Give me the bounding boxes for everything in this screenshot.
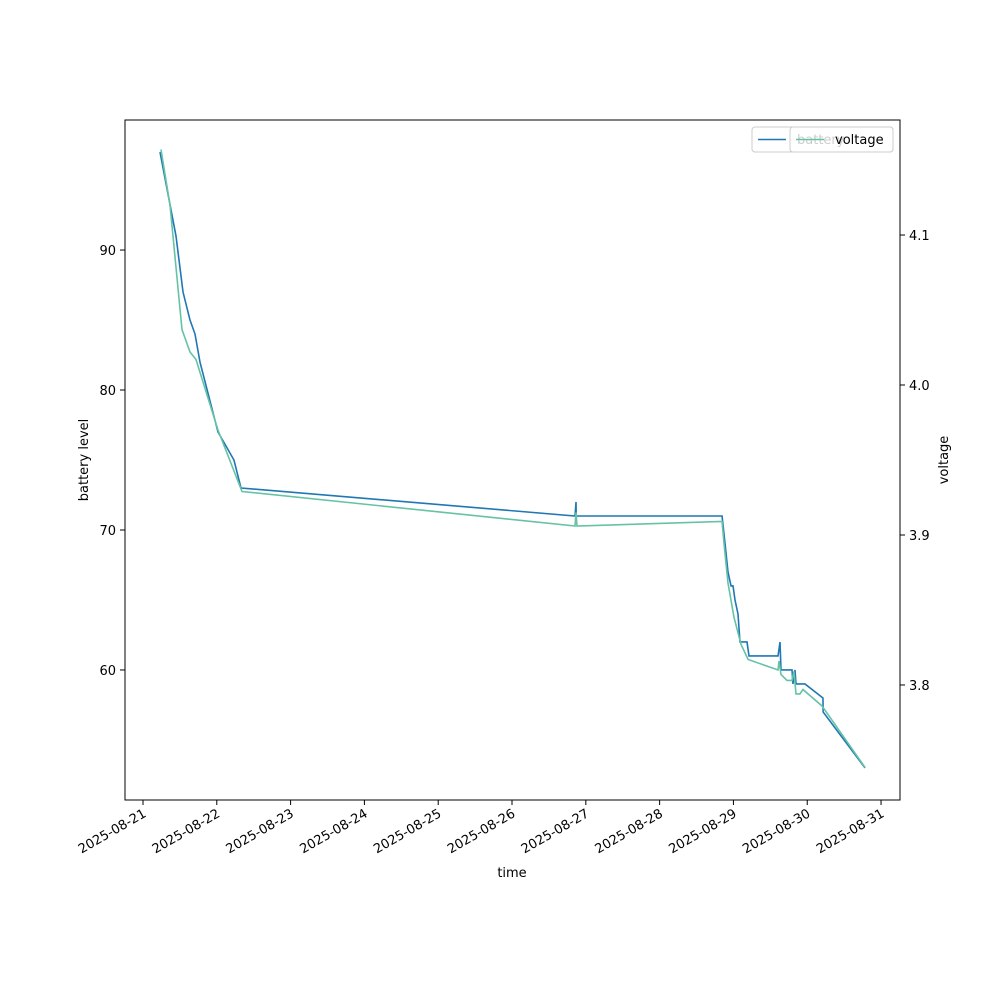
- x-tick-label: 2025-08-23: [224, 806, 297, 857]
- y2-axis-label: voltage: [937, 436, 952, 485]
- x-tick-label: 2025-08-29: [666, 806, 739, 857]
- y-axis-label: battery level: [77, 419, 92, 502]
- line-series: [160, 149, 866, 768]
- x-tick-label: 2025-08-21: [76, 806, 149, 857]
- y-tick-label: 90: [99, 244, 116, 259]
- y2-tick-label: 3.9: [909, 529, 930, 544]
- plot-frame: [124, 119, 901, 801]
- line-series: [159, 151, 866, 769]
- x-tick-label: 2025-08-27: [519, 806, 592, 857]
- y-tick-label: 60: [99, 664, 116, 679]
- x-tick-label: 2025-08-26: [445, 806, 518, 857]
- x-tick-label: 2025-08-28: [593, 806, 666, 857]
- y2-tick-label: 4.1: [909, 229, 930, 244]
- y2-tick-label: 3.8: [909, 679, 930, 694]
- y-tick-label: 80: [99, 384, 116, 399]
- x-tick-label: 2025-08-30: [740, 806, 813, 857]
- legend-box: [789, 126, 894, 153]
- legend-label: voltage: [835, 133, 884, 148]
- y-tick-label: 70: [99, 524, 116, 539]
- x-tick-label: 2025-08-22: [150, 806, 223, 857]
- x-tick-label: 2025-08-25: [371, 806, 444, 857]
- legend: voltage: [789, 126, 894, 153]
- y2-tick-label: 4.0: [909, 379, 930, 394]
- x-tick-label: 2025-08-31: [814, 806, 887, 857]
- x-axis-label: time: [497, 866, 526, 881]
- x-tick-label: 2025-08-24: [297, 806, 370, 857]
